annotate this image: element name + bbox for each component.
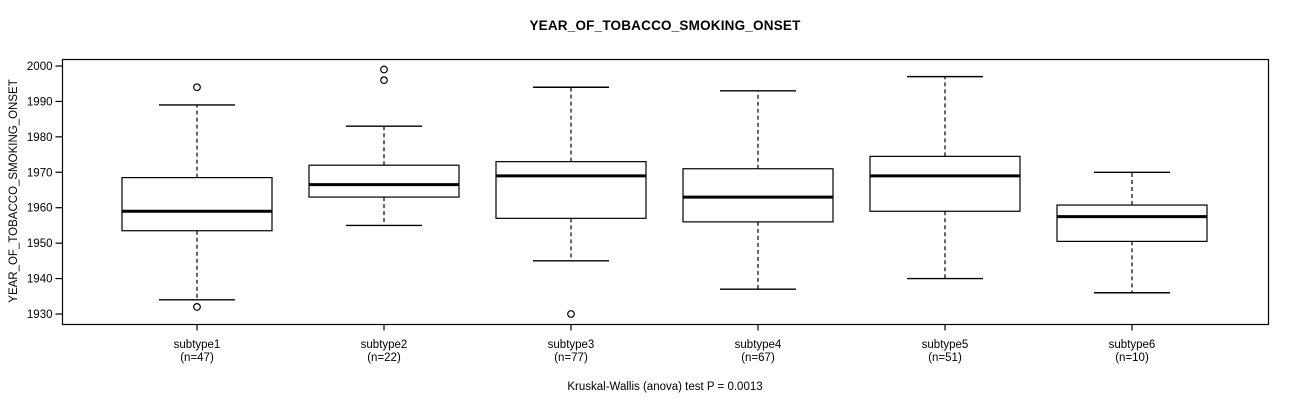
iqr-box-subtype1: [121, 177, 273, 232]
x-category-label: subtype3: [548, 339, 595, 351]
x-category-count: (n=51): [928, 352, 962, 364]
x-category-count: (n=22): [367, 352, 401, 364]
x-category-label: subtype4: [735, 339, 782, 351]
y-tick-label: 1940: [27, 274, 53, 286]
x-category-count: (n=67): [741, 352, 775, 364]
y-tick-label: 1930: [27, 309, 53, 321]
iqr-box-subtype4: [682, 168, 834, 223]
outlier-point: [380, 65, 388, 74]
stats-test-caption: Kruskal-Wallis (anova) test P = 0.0013: [567, 381, 763, 393]
x-category-count: (n=10): [1115, 352, 1149, 364]
iqr-box-subtype3: [495, 161, 647, 219]
outlier-point: [193, 83, 201, 92]
x-category-label: subtype6: [1109, 339, 1156, 351]
y-tick-label: 1960: [27, 203, 53, 215]
y-tick-label: 1990: [27, 96, 53, 108]
y-tick-label: 1950: [27, 238, 53, 250]
y-tick-label: 1980: [27, 132, 53, 144]
outlier-point: [567, 310, 575, 318]
outlier-point: [380, 76, 388, 85]
x-category-count: (n=77): [554, 352, 588, 364]
x-category-count: (n=47): [180, 352, 214, 364]
chart-title: YEAR_OF_TOBACCO_SMOKING_ONSET: [529, 18, 801, 33]
x-category-label: subtype5: [922, 339, 969, 351]
y-tick-label: 1970: [27, 167, 53, 179]
x-category-label: subtype1: [174, 339, 221, 351]
y-tick-label: 2000: [27, 61, 53, 73]
iqr-box-subtype5: [869, 155, 1021, 212]
x-category-label: subtype2: [361, 339, 408, 351]
iqr-box-subtype2: [308, 164, 460, 198]
outlier-point: [193, 303, 201, 311]
iqr-box-subtype6: [1056, 204, 1208, 242]
